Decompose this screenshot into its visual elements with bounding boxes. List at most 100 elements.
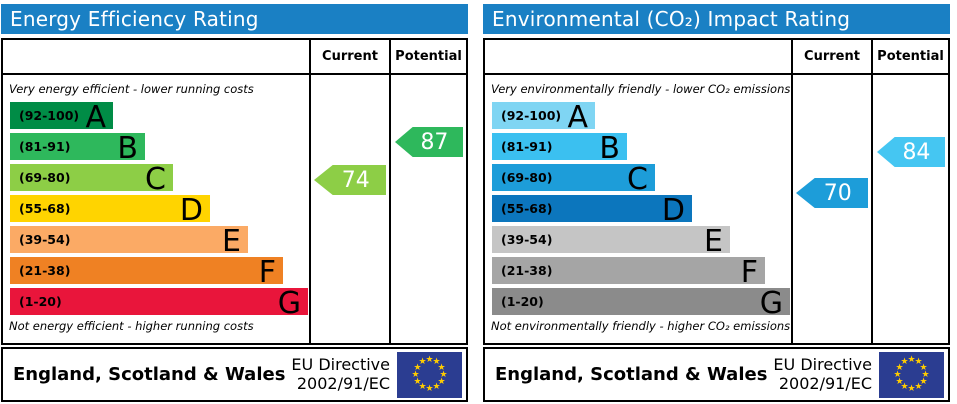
flag-star: ★ (907, 383, 916, 394)
current-rating-value: 74 (341, 167, 370, 193)
band-e: (39-54) E (492, 224, 730, 259)
bottom-caption: Not environmentally friendly - higher CO… (491, 319, 791, 333)
band-c-range: (69-80) (19, 170, 71, 185)
band-e: (39-54) E (10, 224, 248, 259)
band-d-range: (55-68) (19, 201, 71, 216)
band-f: (21-38) F (492, 255, 765, 290)
energy-panel-title: Energy Efficiency Rating (10, 7, 259, 31)
current-rating-arrow: 70 (796, 178, 868, 208)
top-caption: Very environmentally friendly - lower CO… (491, 82, 791, 96)
current-column-header: Current (791, 40, 871, 75)
flag-star: ★ (437, 362, 446, 373)
co2-scale: Very environmentally friendly - lower CO… (485, 75, 791, 343)
band-f-range: (21-38) (501, 263, 553, 278)
flag-star: ★ (900, 381, 909, 392)
band-b-range: (81-91) (19, 139, 71, 154)
potential-column: 87 (389, 75, 466, 343)
potential-rating-arrow: 84 (877, 137, 945, 167)
flag-star: ★ (919, 376, 928, 387)
flag-star: ★ (914, 381, 923, 392)
eu-directive-label: EU Directive 2002/91/EC (291, 354, 390, 394)
flag-star: ★ (432, 381, 441, 392)
current-column: 74 (309, 75, 389, 343)
band-g-letter: G (277, 286, 301, 321)
current-rating-value: 70 (823, 180, 852, 206)
band-g: (1-20) G (492, 286, 790, 321)
co2-impact-panel: Environmental (CO₂) Impact Rating Curren… (483, 0, 950, 402)
band-d: (55-68) D (10, 193, 210, 228)
energy-rating-table: Current Potential Very energy efficient … (1, 38, 468, 345)
eu-flag-icon: ★ ★ ★ ★ ★ ★ ★ ★ ★ ★ ★ ★ (397, 351, 462, 398)
band-c: (69-80) C (492, 162, 655, 197)
band-g-letter: G (759, 286, 783, 321)
flag-star: ★ (411, 369, 420, 380)
flag-star: ★ (425, 383, 434, 394)
band-e-letter: E (704, 224, 723, 259)
flag-star: ★ (418, 381, 427, 392)
energy-title-bar: Energy Efficiency Rating (1, 4, 468, 34)
current-rating-arrow: 74 (314, 165, 386, 195)
band-e-range: (39-54) (19, 232, 71, 247)
band-c-range: (69-80) (501, 170, 553, 185)
band-c-letter: C (145, 162, 166, 197)
energy-scale: Very energy efficient - lower running co… (3, 75, 309, 343)
flag-star: ★ (900, 356, 909, 367)
band-b-range: (81-91) (501, 139, 553, 154)
band-g-range: (1-20) (501, 294, 544, 309)
potential-column: 84 (871, 75, 948, 343)
band-b: (81-91) B (492, 131, 627, 166)
band-d-letter: D (179, 193, 203, 228)
potential-rating-arrow: 87 (395, 127, 463, 157)
co2-title-bar: Environmental (CO₂) Impact Rating (483, 4, 950, 34)
potential-rating-value: 84 (902, 139, 931, 165)
band-e-range: (39-54) (501, 232, 553, 247)
band-f-range: (21-38) (19, 263, 71, 278)
eu-directive-line1: EU Directive (291, 354, 390, 374)
region-label: England, Scotland & Wales (13, 364, 286, 385)
bottom-caption: Not energy efficient - higher running co… (9, 319, 254, 333)
energy-footer: England, Scotland & Wales EU Directive 2… (1, 347, 468, 402)
band-c: (69-80) C (10, 162, 173, 197)
flag-star: ★ (413, 376, 422, 387)
band-e-letter: E (222, 224, 241, 259)
band-a-letter: A (85, 100, 106, 135)
flag-star: ★ (895, 376, 904, 387)
potential-rating-value: 87 (420, 129, 449, 155)
flag-star: ★ (418, 356, 427, 367)
band-c-letter: C (627, 162, 648, 197)
current-column-header: Current (309, 40, 389, 75)
flag-star: ★ (914, 356, 923, 367)
co2-rating-table: Current Potential Very environmentally f… (483, 38, 950, 345)
eu-directive-line2: 2002/91/EC (296, 373, 390, 393)
band-f-letter: F (258, 255, 276, 290)
scale-header-cell (3, 40, 309, 75)
flag-star: ★ (425, 354, 434, 365)
co2-footer: England, Scotland & Wales EU Directive 2… (483, 347, 950, 402)
eu-directive-label: EU Directive 2002/91/EC (773, 355, 872, 394)
energy-efficiency-panel: Energy Efficiency Rating Current Potenti… (1, 0, 468, 402)
flag-star: ★ (413, 362, 422, 373)
band-f: (21-38) F (10, 255, 283, 290)
flag-star: ★ (437, 376, 446, 387)
band-f-letter: F (740, 255, 758, 290)
band-g-range: (1-20) (19, 294, 62, 309)
band-d-range: (55-68) (501, 201, 553, 216)
band-d: (55-68) D (492, 195, 692, 226)
band-b-letter: B (599, 131, 620, 166)
band-a: (92-100) A (492, 102, 595, 133)
flag-star: ★ (921, 369, 930, 380)
band-a-range: (92-100) (501, 108, 562, 123)
flag-star: ★ (893, 369, 902, 380)
co2-panel-title: Environmental (CO₂) Impact Rating (492, 7, 851, 31)
eu-flag-icon: ★ ★ ★ ★ ★ ★ ★ ★ ★ ★ ★ ★ (879, 351, 944, 398)
region-label: England, Scotland & Wales (495, 364, 768, 385)
potential-column-header: Potential (389, 40, 466, 75)
band-g: (1-20) G (10, 286, 308, 321)
top-caption: Very energy efficient - lower running co… (9, 82, 254, 96)
band-a: (92-100) A (10, 100, 113, 135)
band-a-range: (92-100) (19, 108, 80, 123)
flag-star: ★ (432, 356, 441, 367)
current-column: 70 (791, 75, 871, 343)
flag-star: ★ (919, 362, 928, 373)
